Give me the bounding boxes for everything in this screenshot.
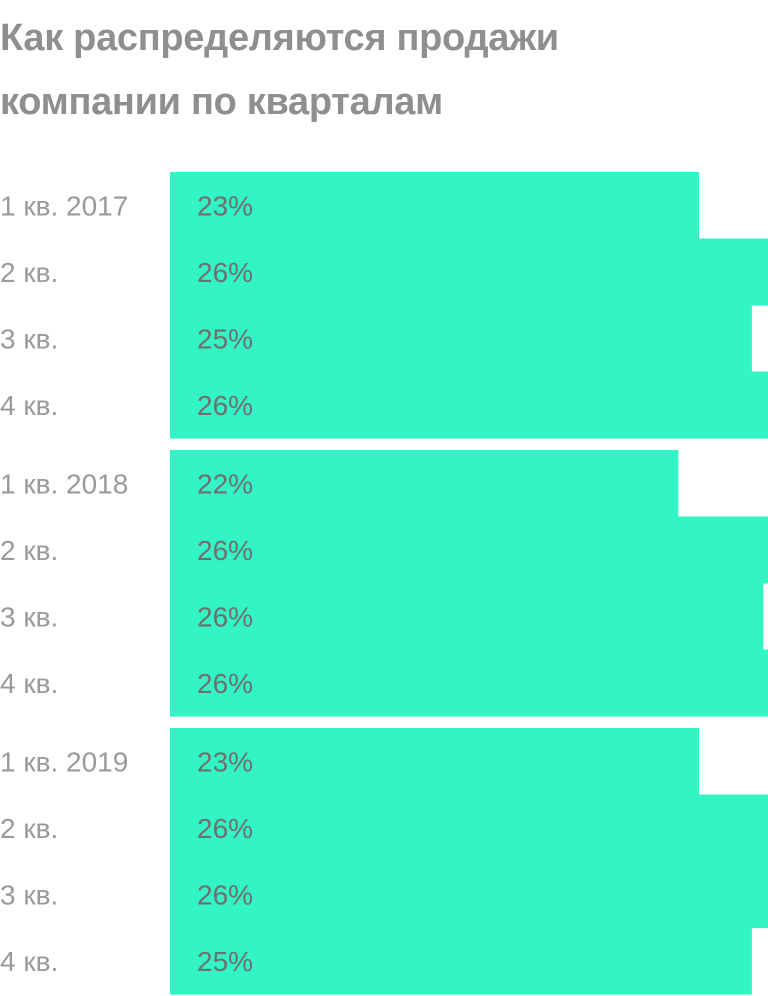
category-label: 1 кв. 2017 xyxy=(0,190,128,221)
bar xyxy=(170,927,752,995)
bar xyxy=(170,305,752,373)
category-label: 4 кв. xyxy=(0,946,58,977)
category-label: 4 кв. xyxy=(0,668,58,699)
value-label: 26% xyxy=(197,879,253,910)
value-label: 26% xyxy=(197,601,253,632)
category-label: 2 кв. xyxy=(0,813,58,844)
bar xyxy=(170,728,699,796)
value-label: 25% xyxy=(197,946,253,977)
bar xyxy=(170,238,768,306)
category-label: 1 кв. 2018 xyxy=(0,468,128,499)
category-label: 3 кв. xyxy=(0,601,58,632)
category-label: 1 кв. 2019 xyxy=(0,746,128,777)
bar xyxy=(170,516,768,584)
value-label: 23% xyxy=(197,746,253,777)
category-label: 2 кв. xyxy=(0,257,58,288)
value-label: 26% xyxy=(197,535,253,566)
bar xyxy=(170,861,768,929)
value-label: 25% xyxy=(197,323,253,354)
value-label: 26% xyxy=(197,813,253,844)
bar xyxy=(170,794,768,862)
bar xyxy=(170,172,699,240)
bar xyxy=(170,583,764,651)
category-label: 2 кв. xyxy=(0,535,58,566)
bar xyxy=(170,371,768,439)
bar xyxy=(170,649,768,717)
value-label: 22% xyxy=(197,468,253,499)
value-label: 23% xyxy=(197,190,253,221)
value-label: 26% xyxy=(197,390,253,421)
category-label: 3 кв. xyxy=(0,323,58,354)
chart-title: Как распределяются продажи компании по к… xyxy=(0,17,559,123)
category-label: 4 кв. xyxy=(0,390,58,421)
category-label: 3 кв. xyxy=(0,879,58,910)
value-label: 26% xyxy=(197,257,253,288)
bar xyxy=(170,450,679,518)
value-label: 26% xyxy=(197,668,253,699)
